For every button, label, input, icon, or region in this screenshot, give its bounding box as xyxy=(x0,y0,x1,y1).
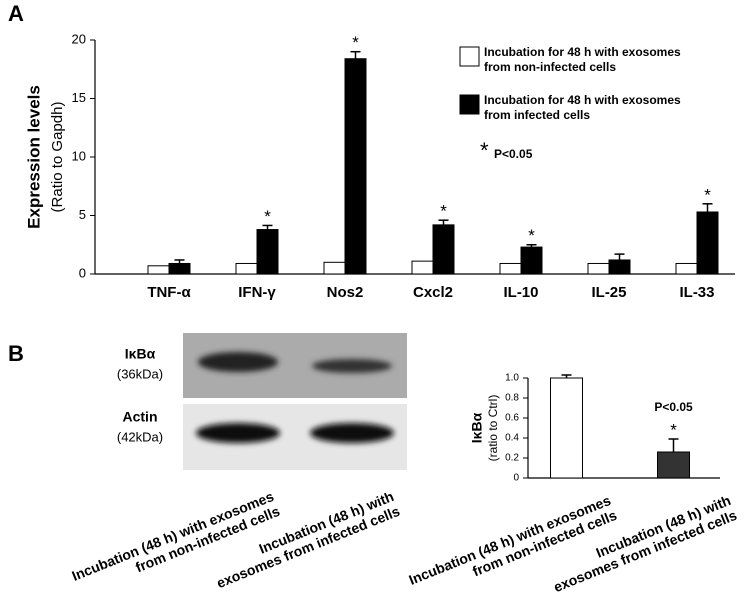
y-tick-label: 15 xyxy=(72,90,86,105)
blot-row-size: (36kDa) xyxy=(117,366,163,381)
note: P<0.05 xyxy=(654,400,693,414)
y-tick-label: 0.4 xyxy=(505,433,519,444)
bar xyxy=(256,229,279,275)
bar xyxy=(411,260,434,275)
x-tick-label: Cxcl2 xyxy=(413,284,453,301)
y-axis-sublabel: (ratio to Ctrl) xyxy=(486,395,500,462)
x-tick-label: Nos2 xyxy=(327,284,364,301)
y-tick-label: 20 xyxy=(72,31,86,46)
blot-row-label: IκBα xyxy=(125,346,156,362)
y-axis-label: Expression levels xyxy=(24,85,43,229)
note: P<0.05 xyxy=(494,147,533,161)
legend-label: Incubation for 48 h with exosomes from i… xyxy=(484,93,681,122)
y-tick-label: 1.0 xyxy=(505,373,519,384)
bar xyxy=(147,265,170,275)
x-tick-label: IL-25 xyxy=(591,284,626,301)
y-tick-label: 0 xyxy=(79,265,86,280)
note-symbol: * xyxy=(480,138,489,163)
significance-marker: * xyxy=(704,185,711,204)
significance-marker: * xyxy=(528,226,535,245)
blot-band xyxy=(198,352,278,372)
significance-marker: * xyxy=(670,420,677,439)
y-tick-label: 0.8 xyxy=(505,393,519,404)
x-tick-label: TNF-α xyxy=(147,284,191,301)
blot-band xyxy=(196,423,280,443)
x-tick-label: IL-33 xyxy=(679,284,714,301)
legend-swatch xyxy=(459,46,480,67)
y-tick-label: 10 xyxy=(72,148,86,163)
y-tick-label: 0.6 xyxy=(505,413,519,424)
bar xyxy=(499,262,522,275)
x-tick-label: IL-10 xyxy=(503,284,538,301)
y-tick-label: 5 xyxy=(79,207,86,222)
y-tick-label: 0.2 xyxy=(505,453,519,464)
bar xyxy=(675,262,698,275)
blot-band xyxy=(310,423,394,443)
y-axis-sublabel: (Ratio to Gapdh) xyxy=(49,102,66,213)
bar xyxy=(657,451,690,479)
blot-row-size: (42kDa) xyxy=(117,429,163,444)
significance-marker: * xyxy=(264,207,271,226)
bar xyxy=(344,58,367,275)
blot-band xyxy=(312,359,392,373)
bar xyxy=(432,224,455,275)
bar xyxy=(587,262,610,275)
legend-label: Incubation for 48 h with exosomes from n… xyxy=(484,45,681,74)
bar xyxy=(550,377,583,479)
significance-marker: * xyxy=(440,202,447,221)
x-tick-label: IFN-γ xyxy=(238,284,276,301)
bar xyxy=(608,259,631,275)
blot-row-label: Actin xyxy=(123,409,158,425)
panel-label: B xyxy=(8,341,24,366)
significance-marker: * xyxy=(352,33,359,52)
bar xyxy=(323,261,346,275)
bar xyxy=(520,246,543,275)
legend-swatch xyxy=(459,94,480,115)
y-tick-label: 0 xyxy=(513,473,519,484)
panel-label: A xyxy=(8,1,24,26)
y-axis-label: IκBα xyxy=(469,412,485,443)
bar xyxy=(168,262,191,275)
bar xyxy=(235,262,258,275)
bar xyxy=(696,211,719,275)
